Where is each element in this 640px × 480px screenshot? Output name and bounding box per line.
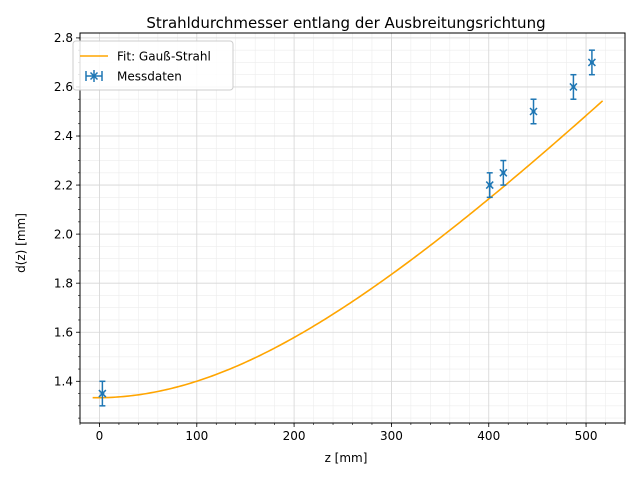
plot-area — [92, 49, 604, 407]
y-tick-label: 2.0 — [54, 227, 73, 241]
chart-title: Strahldurchmesser entlang der Ausbreitun… — [146, 14, 545, 32]
y-tick-label: 1.6 — [54, 325, 73, 339]
legend-fit-label: Fit: Gauß-Strahl — [117, 50, 211, 64]
x-marker — [529, 107, 538, 116]
x-tick-label: 200 — [283, 429, 306, 443]
legend-box — [72, 40, 234, 91]
y-tick-label: 2.2 — [54, 178, 73, 192]
data-point — [98, 380, 107, 407]
x-tick-label: 100 — [185, 429, 208, 443]
axis-ticks: 0 100 200 300 400 500 1.4 1.6 1.8 2.0 2.2 2.4 2.6 2.8 — [54, 31, 626, 443]
data-point — [499, 159, 508, 186]
x-marker — [485, 181, 494, 190]
x-marker — [587, 58, 596, 67]
data-point — [587, 49, 596, 76]
y-tick-label: 2.6 — [54, 80, 73, 94]
data-point — [569, 73, 578, 100]
major-grid — [80, 33, 625, 423]
x-tick-label: 400 — [477, 429, 500, 443]
data-point — [485, 172, 494, 199]
y-tick-label: 1.4 — [54, 375, 73, 389]
x-marker — [569, 82, 578, 91]
y-tick-label: 2.8 — [54, 31, 73, 45]
fit-curve — [92, 100, 604, 399]
legend-data-swatch — [85, 70, 103, 82]
y-axis-label: d(z) [mm] — [14, 213, 28, 273]
y-tick-label: 2.4 — [54, 129, 73, 143]
legend-data-label: Messdaten — [117, 70, 182, 84]
y-tick-label: 1.8 — [54, 276, 73, 290]
x-marker — [499, 168, 508, 177]
data-point — [529, 98, 538, 125]
x-tick-label: 300 — [380, 429, 403, 443]
x-tick-label: 0 — [96, 429, 104, 443]
x-axis-label: z [mm] — [325, 451, 368, 465]
x-marker — [98, 389, 107, 398]
x-tick-label: 500 — [575, 429, 598, 443]
legend: Fit: Gauß-Strahl Messdaten — [72, 40, 234, 91]
